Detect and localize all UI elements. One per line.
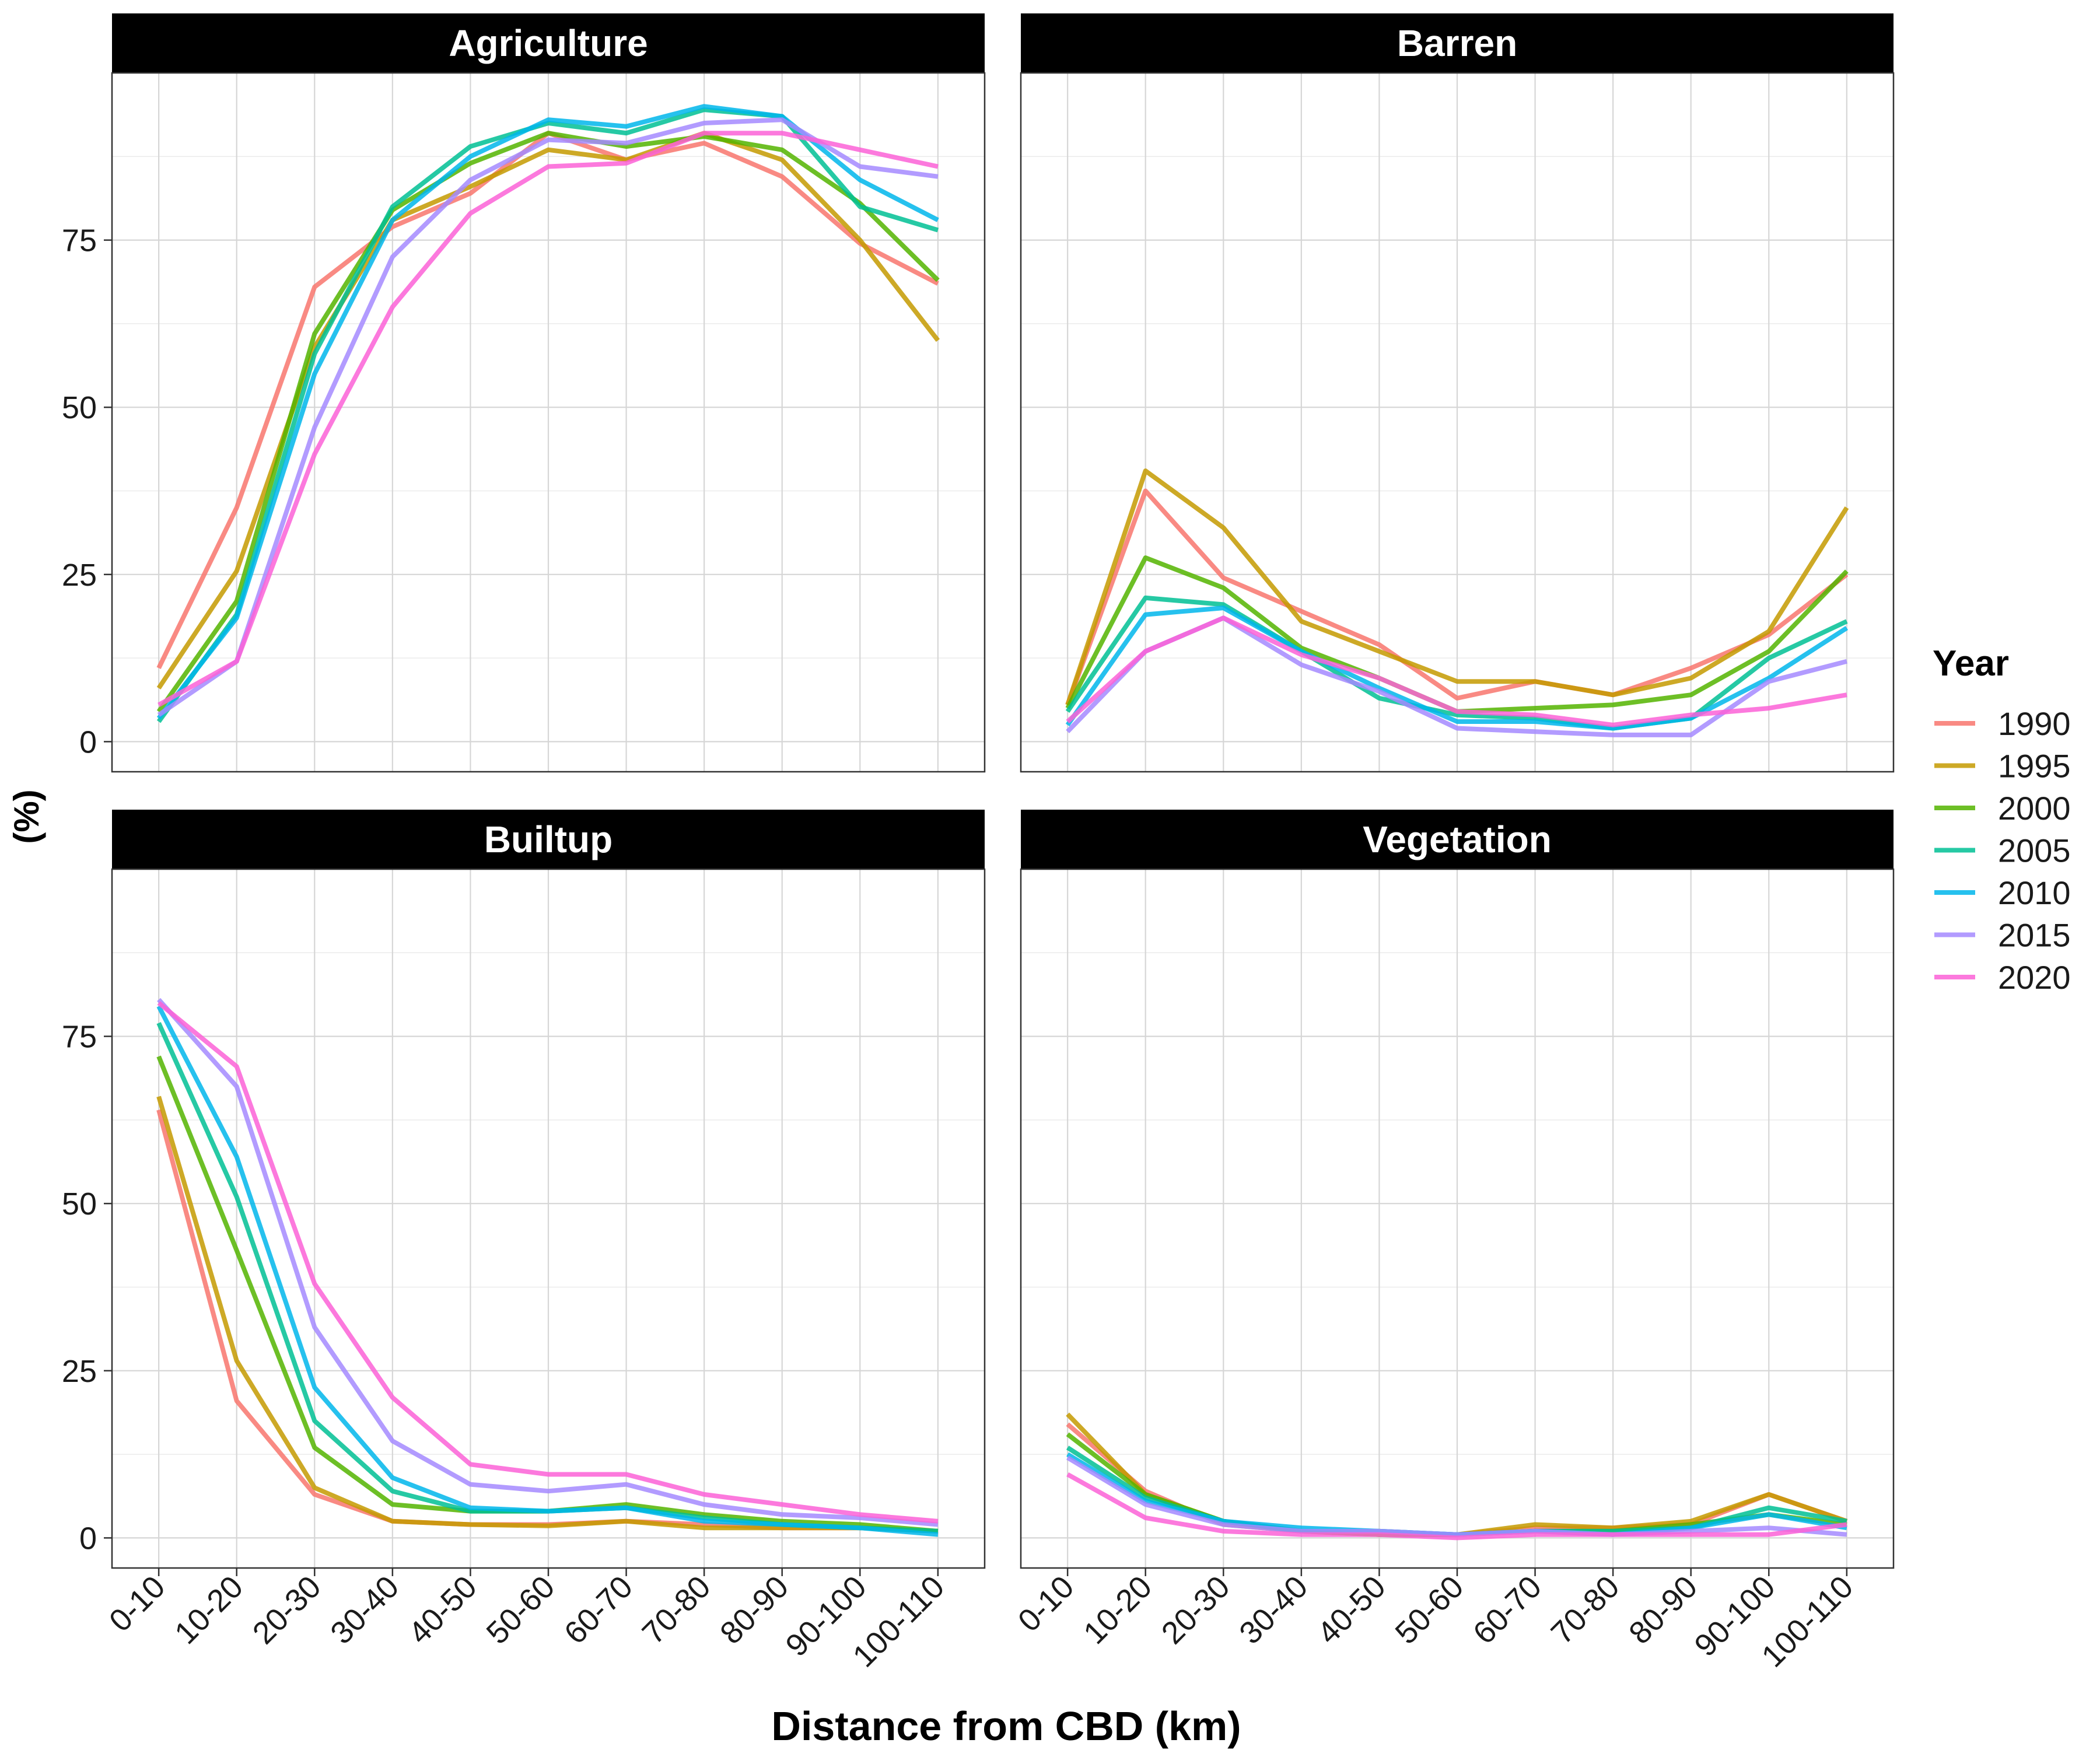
strip-barren bbox=[1021, 13, 1894, 73]
x-tick-label: 0-10 bbox=[1012, 1569, 1081, 1639]
strip-title-vegetation: Vegetation bbox=[1363, 818, 1552, 860]
series-line-barren-2020 bbox=[1066, 615, 1847, 727]
x-tick-label: 10-20 bbox=[1077, 1569, 1158, 1651]
y-axis-title: (%) bbox=[7, 789, 46, 844]
y-tick-label: 75 bbox=[62, 1020, 97, 1055]
legend-label: 2010 bbox=[1998, 874, 2071, 911]
panel-builtup: Builtup 0 25 50 75 0-1010-2020-3030-4040-5050… bbox=[62, 810, 986, 1674]
x-tick-label: 40-50 bbox=[1311, 1569, 1392, 1651]
x-tick-label: 20-30 bbox=[246, 1569, 328, 1651]
series-line-agriculture-2005 bbox=[156, 107, 939, 723]
x-tick-label: 30-40 bbox=[1233, 1569, 1314, 1651]
strip-agriculture bbox=[112, 13, 985, 73]
strip-title-agriculture: Agriculture bbox=[449, 22, 648, 64]
series-line-vegetation-2015 bbox=[1066, 1455, 1847, 1537]
y-tick-label: 50 bbox=[62, 1186, 97, 1222]
x-tick-label: 60-70 bbox=[558, 1569, 639, 1651]
x-tick-label: 40-50 bbox=[402, 1569, 484, 1651]
legend-label: 2000 bbox=[1998, 790, 2071, 827]
strip-title-builtup: Builtup bbox=[484, 818, 612, 860]
x-tick-label: 60-70 bbox=[1466, 1569, 1548, 1651]
legend-label: 2005 bbox=[1998, 832, 2071, 869]
x-tick-label: 20-30 bbox=[1155, 1569, 1237, 1651]
series-line-agriculture-2015 bbox=[157, 117, 939, 717]
x-tick-label: 70-80 bbox=[1545, 1569, 1626, 1651]
x-axis-title: Distance from CBD (km) bbox=[771, 1703, 1241, 1749]
y-tick-label: 75 bbox=[62, 223, 97, 258]
panel-border-barren bbox=[1020, 72, 1895, 773]
panel-barren: Barren bbox=[1020, 13, 1895, 773]
series-line-builtup-2015 bbox=[157, 998, 939, 1527]
panel-border-agriculture bbox=[111, 72, 986, 773]
series-line-barren-2010 bbox=[1065, 606, 1849, 731]
legend: 1990 1995 2000 2005 2010 2015 2020 bbox=[1934, 705, 2071, 996]
x-tick-label: 10-20 bbox=[168, 1569, 250, 1651]
x-tick-label: 0-10 bbox=[103, 1569, 172, 1639]
panel-vegetation: Vegetation 0-1010-2020-3030-4040-5050-606… bbox=[1012, 810, 1895, 1674]
panel-agriculture: Agriculture 0 25 50 75 bbox=[62, 13, 986, 773]
series-line-vegetation-2020 bbox=[1066, 1472, 1847, 1541]
y-tick-label: 0 bbox=[79, 724, 97, 760]
series-line-barren-1995 bbox=[1065, 468, 1849, 706]
series-line-barren-2005 bbox=[1065, 595, 1848, 731]
series-line-builtup-2010 bbox=[156, 1005, 939, 1537]
x-tick-label: 30-40 bbox=[324, 1569, 405, 1651]
y-tick-label: 25 bbox=[62, 1354, 97, 1389]
strip-builtup bbox=[112, 810, 985, 869]
y-tick-label: 25 bbox=[62, 558, 97, 593]
strip-title-barren: Barren bbox=[1397, 22, 1517, 64]
series-line-agriculture-2020 bbox=[158, 131, 939, 707]
x-tick-label: 50-60 bbox=[1388, 1569, 1470, 1651]
legend-label: 2015 bbox=[1998, 917, 2071, 954]
legend-label: 1990 bbox=[1998, 705, 2071, 742]
legend-label: 1995 bbox=[1998, 748, 2071, 785]
series-line-agriculture-2000 bbox=[156, 131, 940, 713]
legend-label: 2020 bbox=[1998, 959, 2071, 996]
series-line-builtup-2020 bbox=[157, 1001, 939, 1524]
series-line-barren-1990 bbox=[1065, 488, 1849, 706]
x-tick-label: 50-60 bbox=[480, 1569, 561, 1651]
legend-title: Year bbox=[1933, 643, 2009, 684]
y-tick-label: 50 bbox=[62, 390, 97, 425]
y-tick-label: 0 bbox=[79, 1521, 97, 1556]
x-tick-label: 70-80 bbox=[636, 1569, 718, 1651]
strip-vegetation bbox=[1021, 810, 1894, 869]
